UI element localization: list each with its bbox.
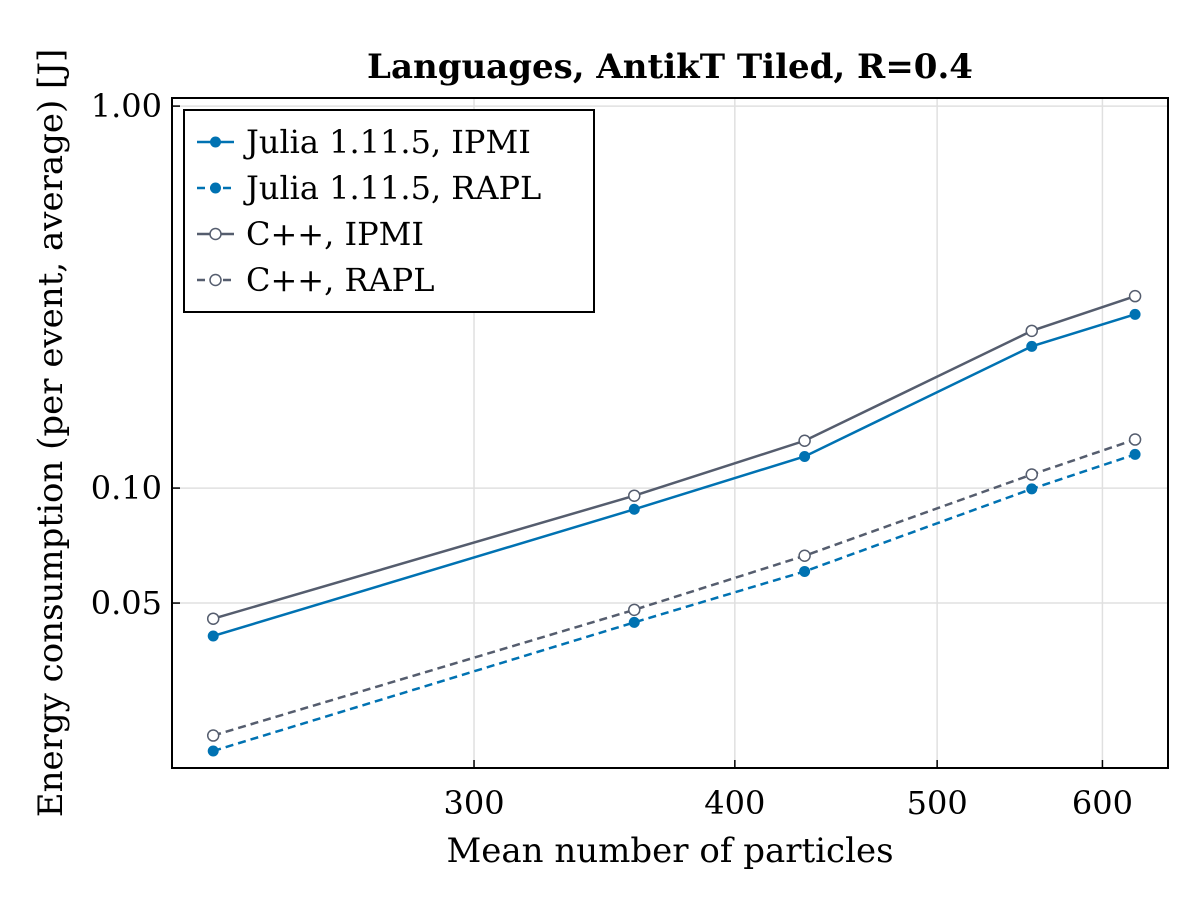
legend-label: C++, RAPL — [246, 261, 434, 299]
data-point — [628, 616, 640, 628]
legend-label: C++, IPMI — [246, 215, 424, 253]
data-point — [1129, 308, 1141, 320]
y-tick-label: 1.00 — [91, 87, 162, 125]
data-point — [1026, 483, 1038, 495]
data-point — [799, 565, 811, 577]
y-tick-label: 0.05 — [91, 584, 162, 622]
data-point — [798, 549, 811, 563]
data-point — [206, 612, 220, 625]
legend-marker — [209, 227, 222, 241]
legend-entry: Julia 1.11.5, RAPL — [197, 169, 541, 207]
grid — [172, 98, 1168, 768]
series-1 — [207, 448, 1141, 757]
series-0 — [207, 308, 1141, 642]
x-tick-label: 300 — [443, 784, 504, 822]
x-tick-label: 500 — [907, 784, 968, 822]
legend-label: Julia 1.11.5, RAPL — [243, 169, 541, 207]
legend-entry: C++, IPMI — [197, 215, 424, 253]
data-point — [628, 503, 640, 515]
data-point — [1129, 448, 1141, 460]
ticks: 300 400 500 600 0.05 0.10 1.00 — [91, 87, 1133, 822]
legend-marker — [210, 136, 221, 148]
data-point — [207, 745, 219, 757]
data-point — [628, 603, 641, 617]
data-point — [628, 489, 641, 502]
x-axis-label: Mean number of particles — [446, 831, 893, 871]
y-tick-label: 0.10 — [91, 469, 162, 507]
legend-box — [183, 109, 595, 313]
y-axis-label: Energy consumption (per event, average) … — [31, 49, 71, 817]
data-point — [1128, 433, 1142, 446]
x-tick-label: 400 — [704, 784, 765, 822]
x-tick-label: 600 — [1072, 784, 1133, 822]
data-point — [1025, 468, 1039, 481]
chart-title: Languages, AntikT Tiled, R=0.4 — [367, 47, 973, 87]
series-line — [212, 294, 1136, 620]
legend-entry: Julia 1.11.5, IPMI — [197, 123, 531, 161]
data-point — [1025, 324, 1039, 338]
data-point — [1128, 289, 1142, 303]
data-point — [206, 729, 220, 742]
data-point — [798, 434, 811, 448]
plot-frame — [171, 97, 1169, 769]
series-line — [212, 313, 1136, 638]
series-2 — [206, 289, 1142, 625]
legend-marker — [209, 273, 222, 287]
legend-entry: C++, RAPL — [197, 261, 434, 299]
data-point — [1026, 340, 1038, 352]
series-layer — [206, 289, 1142, 757]
legend-marker — [210, 182, 221, 194]
data-point — [799, 450, 811, 462]
series-3 — [206, 433, 1142, 742]
legend: Julia 1.11.5, IPMI Julia 1.11.5, RAPL C++,… — [183, 109, 595, 313]
data-point — [207, 630, 219, 642]
legend-label: Julia 1.11.5, IPMI — [243, 123, 531, 161]
